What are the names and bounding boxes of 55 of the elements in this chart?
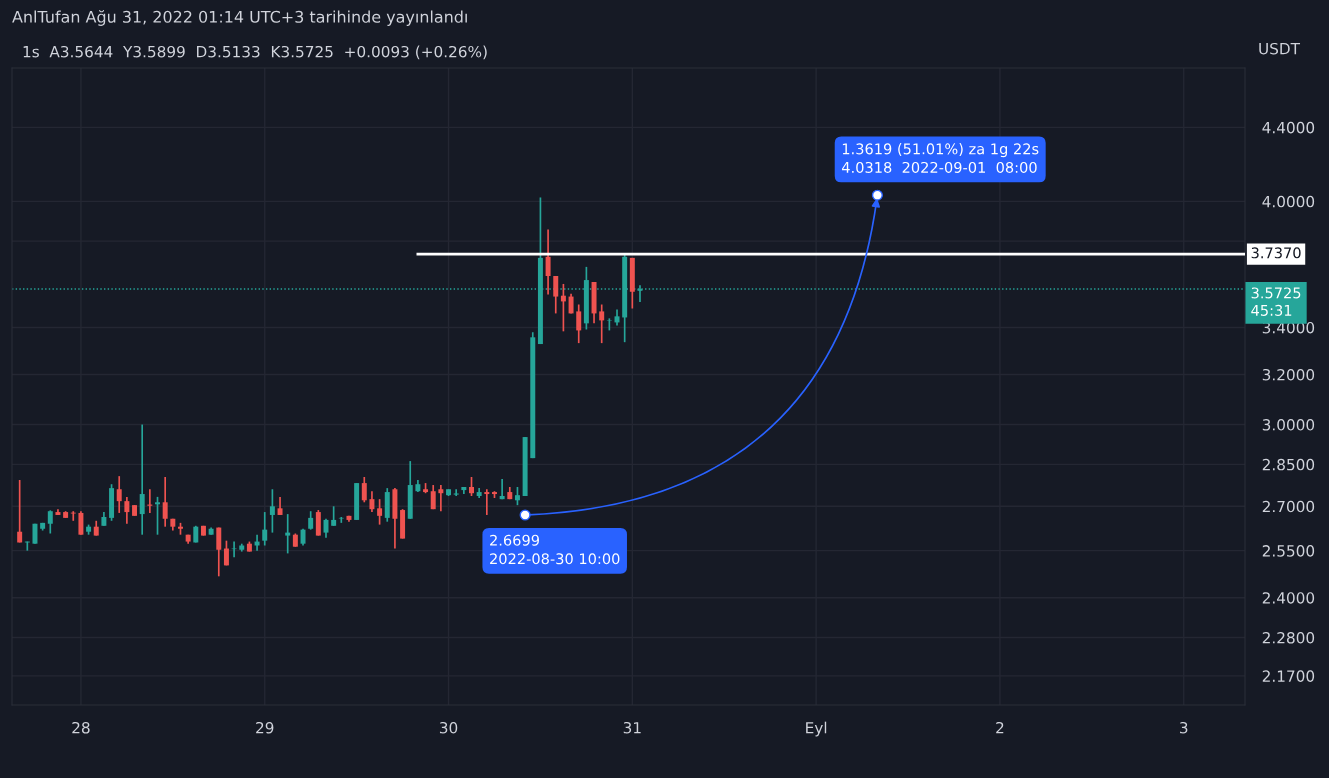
data-label: 3.7370 xyxy=(1251,247,1301,259)
y-tick-label: 2.5500 xyxy=(1262,545,1315,557)
candlestick xyxy=(599,303,605,344)
candlestick xyxy=(285,513,291,555)
candlestick xyxy=(216,526,222,578)
y-tick-label: 2.1700 xyxy=(1262,670,1315,682)
candlestick xyxy=(269,488,275,534)
x-tick-label: 30 xyxy=(439,721,458,734)
annotation: 1.3619 (51.01%) za 1g 22s 4.0318 2022-09-01 08:00 xyxy=(842,143,1039,173)
candlestick xyxy=(361,476,367,504)
candlestick xyxy=(116,475,122,514)
candlestick xyxy=(331,505,337,527)
candlestick xyxy=(315,509,321,537)
chart-subtitle: 1s A3.5644 Y3.5899 D3.5133 K3.5725 +0.0093 (+0.26%) xyxy=(23,45,487,60)
candlestick xyxy=(514,486,520,506)
candlestick xyxy=(78,510,84,536)
x-tick-label: 29 xyxy=(256,721,274,734)
candlestick xyxy=(430,484,436,511)
y-tick-label: 2.8500 xyxy=(1262,458,1315,471)
x-tick-label: Eyl xyxy=(806,721,827,737)
x-tick-label: 28 xyxy=(72,721,90,734)
x-tick-label: 31 xyxy=(623,721,641,734)
candlestick xyxy=(438,484,444,513)
y-tick-label: 2.7000 xyxy=(1262,500,1315,513)
x-tick-label: 3 xyxy=(1180,721,1188,734)
candlestick xyxy=(308,510,314,531)
y-tick-label: 3.2000 xyxy=(1262,368,1315,381)
candlestick xyxy=(277,496,283,516)
y-tick-label: 3.0000 xyxy=(1262,419,1315,431)
candlestick xyxy=(47,509,53,535)
candlestick xyxy=(576,303,582,344)
candlestick xyxy=(469,476,474,497)
y-tick-label: 2.4000 xyxy=(1262,592,1315,604)
candlestick xyxy=(377,498,383,526)
candlestick xyxy=(262,511,268,547)
candlestick xyxy=(70,510,76,522)
y-tick-label: 4.0000 xyxy=(1262,195,1315,208)
candlestick xyxy=(139,423,145,536)
annotation: 2.6699 2022-08-30 10:00 xyxy=(490,534,620,565)
ref-line-label: 3.5725 45:31 xyxy=(1251,287,1301,316)
y-tick-label: 4.4000 xyxy=(1262,121,1315,134)
candlestick xyxy=(223,539,229,567)
y-axis-title: USDT xyxy=(1259,42,1301,55)
candlestick xyxy=(553,275,559,315)
candlestick xyxy=(17,479,23,544)
candlestick xyxy=(453,488,459,497)
candlestick xyxy=(162,476,168,528)
candlestick xyxy=(369,490,375,513)
candlestick xyxy=(155,496,160,536)
x-tick-label: 2 xyxy=(996,721,1004,734)
y-tick-label: 2.2800 xyxy=(1262,631,1315,644)
candlestick xyxy=(484,488,490,516)
candlestick xyxy=(124,496,130,525)
candlestick xyxy=(545,228,551,296)
chart-title: AnlTufan Ağu 31, 2022 01:14 UTC+3 tarihinde yayınlandı xyxy=(12,10,467,26)
